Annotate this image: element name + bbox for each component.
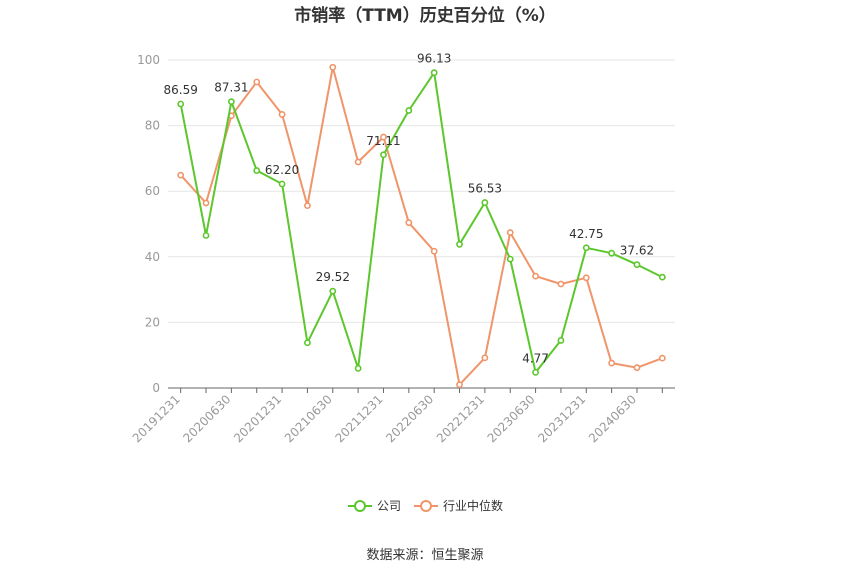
data-label: 86.59: [163, 83, 197, 97]
legend[interactable]: 公司 行业中位数: [348, 498, 503, 513]
data-point: [304, 202, 311, 210]
x-tick-label: 20211231: [333, 392, 386, 445]
data-point: [354, 158, 362, 166]
y-tick-label: 40: [145, 250, 160, 264]
legend-marker: [354, 500, 366, 512]
data-point: [582, 244, 590, 252]
y-tick-label: 60: [145, 184, 160, 198]
data-point: [608, 249, 616, 257]
x-tick-label: 20201231: [231, 392, 284, 445]
data-label: 42.75: [569, 227, 603, 241]
data-point: [405, 107, 413, 114]
data-point: [329, 63, 337, 71]
data-point: [304, 339, 311, 347]
data-point: [532, 368, 539, 376]
legend-label: 公司: [377, 499, 401, 513]
data-label: 62.20: [265, 163, 299, 177]
y-tick-label: 20: [145, 315, 160, 329]
series-layer: [177, 63, 666, 389]
data-point: [253, 78, 261, 86]
data-label: 4.77: [522, 351, 549, 365]
data-labels: 86.59 87.31 62.20 29.52 71.11 96.13 56.53 4.77 4…: [163, 52, 654, 366]
data-point: [202, 199, 210, 207]
series-line: [179, 66, 663, 386]
data-label: 87.31: [214, 81, 248, 95]
series-line: [179, 71, 663, 374]
x-tick-label: 20210630: [282, 392, 335, 445]
x-tick-label: 20230630: [485, 392, 538, 445]
x-tick-label: 20220630: [383, 392, 436, 445]
data-point: [430, 69, 438, 77]
y-tick-label: 0: [152, 381, 160, 395]
legend-item[interactable]: 公司: [348, 499, 401, 513]
data-point: [430, 247, 438, 255]
data-point: [608, 359, 616, 367]
legend-item[interactable]: 行业中位数: [414, 498, 503, 513]
data-point: [456, 381, 463, 389]
y-tick-label: 80: [145, 119, 160, 133]
data-label: 71.11: [366, 134, 400, 148]
x-axis: 2019123120200630202012312021063020211231…: [130, 387, 675, 445]
source-note: 数据来源：恒生聚源: [366, 548, 483, 563]
legend-marker: [420, 500, 432, 512]
data-label: 56.53: [468, 182, 502, 196]
data-point: [227, 98, 235, 106]
x-tick-label: 20200630: [180, 392, 233, 445]
data-point: [278, 111, 286, 118]
grid: [168, 59, 675, 323]
data-point: [658, 273, 666, 281]
data-point: [633, 364, 641, 372]
data-point: [380, 151, 387, 159]
data-point: [582, 274, 590, 282]
data-point: [456, 240, 463, 248]
data-point: [532, 272, 539, 280]
data-point: [557, 337, 565, 344]
chart-title: 市销率（TTM）历史百分位（%）: [294, 5, 556, 26]
data-point: [633, 261, 641, 269]
data-point: [329, 287, 337, 295]
data-point: [278, 180, 286, 188]
y-tick-label: 100: [137, 53, 160, 67]
data-point: [354, 364, 362, 372]
data-point: [380, 133, 387, 141]
data-label: 96.13: [417, 52, 451, 66]
x-tick-label: 20191231: [130, 392, 183, 445]
data-point: [481, 199, 489, 206]
x-tick-label: 20240630: [586, 392, 639, 445]
data-point: [658, 354, 666, 362]
legend-label: 行业中位数: [443, 498, 503, 513]
data-point: [405, 219, 413, 227]
data-point: [557, 280, 565, 288]
x-tick-label: 20221231: [434, 392, 487, 445]
data-point: [177, 171, 185, 179]
data-point: [506, 255, 514, 263]
data-label: 37.62: [620, 244, 654, 258]
data-point: [506, 229, 514, 236]
data-point: [253, 167, 261, 174]
x-tick-label: 20231231: [535, 392, 588, 445]
data-point: [481, 354, 489, 362]
data-point: [177, 100, 185, 108]
data-label: 29.52: [316, 270, 350, 284]
data-point: [202, 232, 210, 239]
y-axis: 0 20 40 60 80 100: [137, 53, 160, 395]
